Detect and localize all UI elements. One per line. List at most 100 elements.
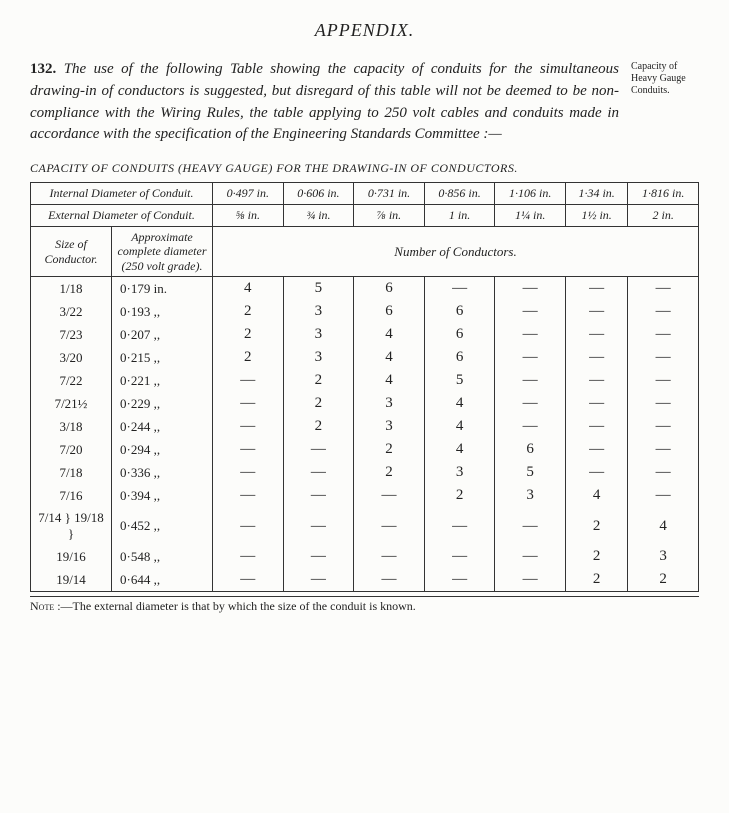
hdr-internal-3: 0·856 in. — [424, 183, 495, 205]
cell-value: 3 — [628, 545, 699, 568]
cell-value: 3 — [283, 346, 354, 369]
table-title: CAPACITY OF CONDUITS (HEAVY GAUGE) FOR T… — [30, 161, 699, 176]
table-row: 7/220·221 ,,—245——— — [31, 369, 699, 392]
cell-value: — — [495, 369, 566, 392]
hdr-internal-2: 0·731 in. — [354, 183, 425, 205]
cell-value: 6 — [424, 300, 495, 323]
cell-value: 5 — [495, 461, 566, 484]
cell-value: — — [565, 277, 627, 301]
cell-size: 7/16 — [31, 484, 112, 507]
cell-value: 5 — [283, 277, 354, 301]
cell-size: 19/16 — [31, 545, 112, 568]
cell-value: — — [283, 545, 354, 568]
cell-size: 3/22 — [31, 300, 112, 323]
cell-value: — — [628, 277, 699, 301]
cell-value: 2 — [283, 415, 354, 438]
cell-value: — — [628, 300, 699, 323]
cell-size: 7/14 } 19/18 } — [31, 507, 112, 545]
cell-value: 2 — [424, 484, 495, 507]
cell-diameter: 0·221 ,, — [112, 369, 213, 392]
cell-value: — — [354, 484, 425, 507]
cell-value: — — [495, 507, 566, 545]
margin-note: Capacity of Heavy Gauge Conduits. — [631, 61, 703, 97]
cell-value: 2 — [354, 438, 425, 461]
cell-size: 1/18 — [31, 277, 112, 301]
hdr-internal-label: Internal Diameter of Conduit. — [31, 183, 213, 205]
cell-diameter: 0·229 ,, — [112, 392, 213, 415]
cell-value: 2 — [628, 568, 699, 592]
paragraph: 132. The use of the following Table show… — [30, 59, 619, 146]
cell-value: — — [495, 277, 566, 301]
cell-diameter: 0·215 ,, — [112, 346, 213, 369]
hdr-external-label: External Diameter of Conduit. — [31, 205, 213, 227]
hdr-internal-0: 0·497 in. — [213, 183, 284, 205]
hdr-internal-5: 1·34 in. — [565, 183, 627, 205]
paragraph-wrap: Capacity of Heavy Gauge Conduits. 132. T… — [30, 59, 699, 146]
cell-value: — — [495, 568, 566, 592]
cell-value: — — [213, 438, 284, 461]
cell-value: — — [283, 484, 354, 507]
table-row: 3/180·244 ,,—234——— — [31, 415, 699, 438]
cell-value: — — [628, 392, 699, 415]
table-row: 7/14 } 19/18 }0·452 ,,—————24 — [31, 507, 699, 545]
hdr-external-1: ¾ in. — [283, 205, 354, 227]
cell-value: 4 — [213, 277, 284, 301]
cell-size: 7/20 — [31, 438, 112, 461]
table-row: 3/200·215 ,,2346——— — [31, 346, 699, 369]
cell-value: — — [283, 438, 354, 461]
cell-value: — — [283, 507, 354, 545]
cell-diameter: 0·179 in. — [112, 277, 213, 301]
hdr-external-0: ⅝ in. — [213, 205, 284, 227]
table-row: 7/21½0·229 ,,—234——— — [31, 392, 699, 415]
cell-value: — — [354, 568, 425, 592]
cell-value: 6 — [424, 346, 495, 369]
cell-value: — — [565, 415, 627, 438]
cell-diameter: 0·294 ,, — [112, 438, 213, 461]
cell-value: 2 — [565, 507, 627, 545]
cell-value: — — [565, 369, 627, 392]
cell-value: — — [628, 484, 699, 507]
cell-value: 3 — [354, 392, 425, 415]
cell-value: — — [424, 545, 495, 568]
cell-value: 4 — [354, 346, 425, 369]
cell-value: 3 — [283, 323, 354, 346]
cell-value: — — [213, 392, 284, 415]
cell-value: — — [565, 461, 627, 484]
cell-size: 19/14 — [31, 568, 112, 592]
cell-value: 4 — [354, 323, 425, 346]
paragraph-text: The use of the following Table showing t… — [30, 61, 619, 142]
cell-value: — — [565, 346, 627, 369]
cell-value: — — [565, 323, 627, 346]
cell-value: 3 — [495, 484, 566, 507]
cell-value: — — [213, 415, 284, 438]
cell-value: — — [354, 507, 425, 545]
cell-size: 7/21½ — [31, 392, 112, 415]
cell-value: 3 — [424, 461, 495, 484]
cell-value: — — [424, 568, 495, 592]
hdr-internal-1: 0·606 in. — [283, 183, 354, 205]
cell-value: — — [283, 461, 354, 484]
cell-size: 3/20 — [31, 346, 112, 369]
table-row: 1/180·179 in.456———— — [31, 277, 699, 301]
cell-value: 2 — [354, 461, 425, 484]
footnote-text: :—The external diameter is that by which… — [57, 599, 416, 613]
cell-value: — — [213, 545, 284, 568]
table-row: 19/160·548 ,,—————23 — [31, 545, 699, 568]
cell-value: — — [354, 545, 425, 568]
cell-value: 2 — [565, 568, 627, 592]
cell-value: 4 — [424, 392, 495, 415]
cell-value: — — [213, 568, 284, 592]
cell-diameter: 0·207 ,, — [112, 323, 213, 346]
cell-diameter: 0·193 ,, — [112, 300, 213, 323]
cell-value: 4 — [565, 484, 627, 507]
table-row: 19/140·644 ,,—————22 — [31, 568, 699, 592]
cell-value: — — [213, 484, 284, 507]
cell-value: — — [495, 545, 566, 568]
footnote: Note :—The external diameter is that by … — [30, 596, 699, 614]
hdr-external-4: 1¼ in. — [495, 205, 566, 227]
hdr-spanner: Number of Conductors. — [213, 227, 699, 277]
cell-value: — — [565, 438, 627, 461]
cell-value: 5 — [424, 369, 495, 392]
cell-size: 7/23 — [31, 323, 112, 346]
cell-value: — — [628, 323, 699, 346]
